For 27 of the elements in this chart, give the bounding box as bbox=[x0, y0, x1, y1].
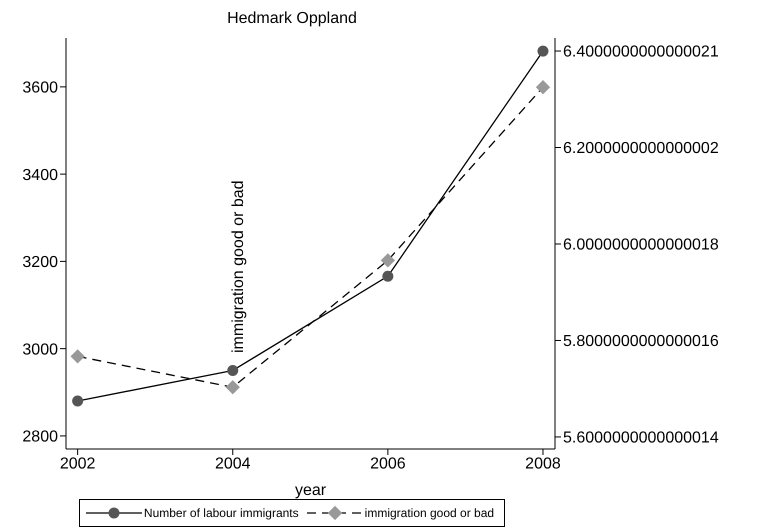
y2-tick-label: 6.2000000000000002 bbox=[563, 140, 719, 158]
y-tick-label: 3000 bbox=[22, 341, 58, 358]
y-tick-label: 3400 bbox=[22, 166, 58, 184]
x-tick-label: 2006 bbox=[370, 455, 406, 472]
point bbox=[380, 253, 396, 268]
y-tick-label: 2800 bbox=[22, 428, 58, 446]
point bbox=[382, 270, 394, 282]
y2-tick-label: 6.0000000000000018 bbox=[563, 236, 719, 254]
chart-title: Hedmark Oppland bbox=[226, 9, 358, 29]
x-axis-title: year bbox=[294, 482, 327, 499]
y-tick-label: 3600 bbox=[22, 80, 58, 97]
x-tick-label: 2004 bbox=[214, 455, 251, 472]
point bbox=[227, 364, 238, 376]
y-tick-label: 3200 bbox=[22, 254, 58, 272]
point bbox=[537, 46, 548, 57]
point bbox=[226, 380, 240, 394]
y2-tick-label: 6.4000000000000021 bbox=[563, 44, 719, 61]
x-tick-label: 2008 bbox=[525, 455, 561, 472]
point bbox=[72, 396, 84, 407]
point bbox=[70, 349, 85, 364]
legend-label: immigration good or bad bbox=[364, 506, 494, 520]
legend-label: Number of labour immigrants bbox=[144, 506, 299, 520]
annotation: immigration good or bad bbox=[230, 180, 247, 353]
x-tick-label: 2002 bbox=[60, 455, 96, 472]
y2-tick-label: 5.8000000000000016 bbox=[563, 333, 719, 350]
y2-tick-label: 5.6000000000000014 bbox=[563, 430, 719, 447]
point bbox=[536, 80, 550, 94]
